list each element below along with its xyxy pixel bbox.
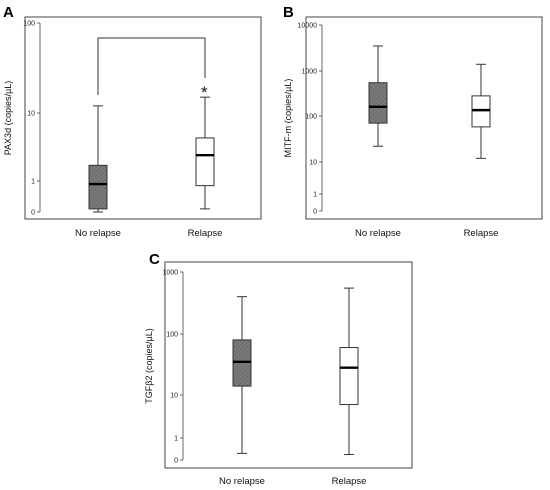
box-no-relapse — [368, 82, 388, 124]
panel-c-boxes — [232, 287, 359, 455]
y-tick-label: 1 — [174, 436, 178, 443]
box-relapse — [339, 347, 359, 406]
panel-b-letter: B — [283, 4, 294, 21]
box-no-relapse — [88, 164, 108, 210]
panel-c-ylabel: TGFβ2 (copies/µL) — [144, 328, 154, 403]
panel-c-letter: C — [149, 251, 160, 268]
panel-c-frame — [164, 261, 413, 469]
panel-b-ylabel: MITF-m (copies/µL) — [283, 79, 293, 158]
panel-a: A PAX3d (copies/µL) 0 1 10 100 * No relapse… — [3, 4, 262, 239]
panel-c-category-relapse: Relapse — [332, 476, 367, 487]
y-tick-label: 10 — [27, 111, 35, 118]
y-tick-label: 1 — [31, 179, 35, 186]
y-tick-label: 100 — [305, 114, 317, 121]
y-tick-label: 10000 — [298, 23, 318, 30]
panel-b: B MITF-m (copies/µL) 0 1 10 100 1000 10000 No… — [283, 4, 543, 239]
panel-b-category-no-relapse: No relapse — [355, 228, 401, 239]
panel-a-axis: 0 1 10 100 — [23, 21, 41, 217]
panel-c-axis: 0 1 10 100 1000 — [162, 270, 184, 465]
y-tick-label: 0 — [313, 209, 317, 216]
y-tick-label: 1000 — [162, 270, 178, 277]
panel-a-category-no-relapse: No relapse — [75, 228, 121, 239]
y-tick-label: 1000 — [301, 69, 317, 76]
panel-a-frame — [24, 16, 262, 220]
box-relapse — [195, 137, 215, 187]
y-tick-label: 1 — [313, 192, 317, 199]
panel-b-frame — [305, 16, 543, 220]
y-tick-label: 100 — [166, 332, 178, 339]
panel-a-letter: A — [3, 4, 14, 21]
y-tick-label: 100 — [23, 21, 35, 28]
panel-b-category-relapse: Relapse — [464, 228, 499, 239]
panel-c: C TGFβ2 (copies/µL) 0 1 10 100 1000 No relap… — [144, 251, 413, 487]
panel-a-category-relapse: Relapse — [188, 228, 223, 239]
y-tick-label: 10 — [309, 160, 317, 167]
y-tick-label: 10 — [170, 393, 178, 400]
y-tick-label: 0 — [174, 458, 178, 465]
panel-b-boxes — [368, 45, 491, 159]
panel-a-boxes: * — [88, 37, 215, 213]
significance-star: * — [201, 83, 208, 102]
significance-bracket — [97, 37, 206, 95]
panel-a-ylabel: PAX3d (copies/µL) — [3, 81, 13, 156]
panel-c-category-no-relapse: No relapse — [219, 476, 265, 487]
panel-b-axis: 0 1 10 100 1000 10000 — [298, 23, 323, 216]
box-relapse — [471, 95, 491, 128]
y-tick-label: 0 — [31, 210, 35, 217]
